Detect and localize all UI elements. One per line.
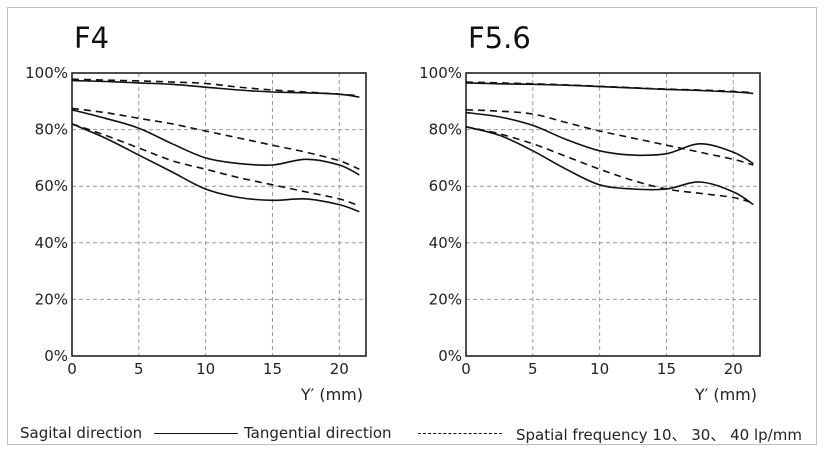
legend-tangential-label: Tangential direction — [244, 424, 392, 442]
f56-tangential-curve-2 — [465, 81, 754, 94]
f56-plot-frame — [465, 72, 761, 357]
f4-ytick-label: 80% — [35, 121, 68, 139]
f56-xtick-label: 0 — [461, 360, 471, 378]
f56-ytick-label: 100% — [419, 64, 462, 82]
f4-tangential-curve-4 — [71, 107, 360, 170]
f56-sagittal-curve-5 — [465, 126, 754, 206]
f4-xtick-label: 20 — [330, 360, 349, 378]
legend-solid-line-sample — [154, 433, 238, 434]
legend-frequency-label: Spatial frequency 10、 30、 40 lp/mm — [516, 426, 802, 444]
f4-x-axis-label: Y′ (mm) — [300, 385, 363, 404]
f56-xtick-label: 15 — [657, 360, 676, 378]
f56-title: F5.6 — [468, 21, 531, 55]
f4-xtick-label: 10 — [196, 360, 215, 378]
f4-tangential-curve-2 — [71, 78, 360, 97]
f4-xtick-label: 0 — [67, 360, 77, 378]
f56-x-axis-label: Y′ (mm) — [694, 385, 757, 404]
f56-ytick-label: 60% — [429, 177, 462, 195]
f4-xtick-label: 5 — [134, 360, 144, 378]
f4-ytick-label: 20% — [35, 290, 68, 308]
f56-ytick-label: 40% — [429, 234, 462, 252]
f56-xtick-label: 10 — [590, 360, 609, 378]
f4-sagittal-curve-5 — [71, 123, 360, 213]
f4-ytick-label: 0% — [44, 347, 68, 365]
f56-sagittal-curve-3 — [465, 111, 754, 165]
f56-ytick-label: 80% — [429, 121, 462, 139]
f4-tangential-curve-6 — [71, 123, 360, 207]
f4-ytick-label: 100% — [25, 64, 68, 82]
legend-dashed-line-sample — [418, 433, 502, 434]
f56-xtick-label: 5 — [528, 360, 538, 378]
f56-tangential-curve-4 — [465, 109, 754, 166]
f4-sagittal-curve-3 — [71, 109, 360, 176]
f4-title: F4 — [74, 21, 109, 55]
f56-sagittal-curve-1 — [465, 82, 754, 95]
f56-tangential-curve-6 — [465, 126, 754, 204]
f4-sagittal-curve-1 — [71, 79, 360, 98]
f56-xtick-label: 20 — [724, 360, 743, 378]
f4-plot-frame — [71, 72, 367, 357]
legend: Sagital direction Tangential direction S… — [20, 424, 810, 444]
f4-xtick-label: 15 — [263, 360, 282, 378]
legend-sagittal-label: Sagital direction — [20, 424, 143, 442]
f4-ytick-label: 40% — [35, 234, 68, 252]
f4-ytick-label: 60% — [35, 177, 68, 195]
figure-frame — [7, 7, 817, 445]
f56-ytick-label: 0% — [438, 347, 462, 365]
f56-ytick-label: 20% — [429, 290, 462, 308]
